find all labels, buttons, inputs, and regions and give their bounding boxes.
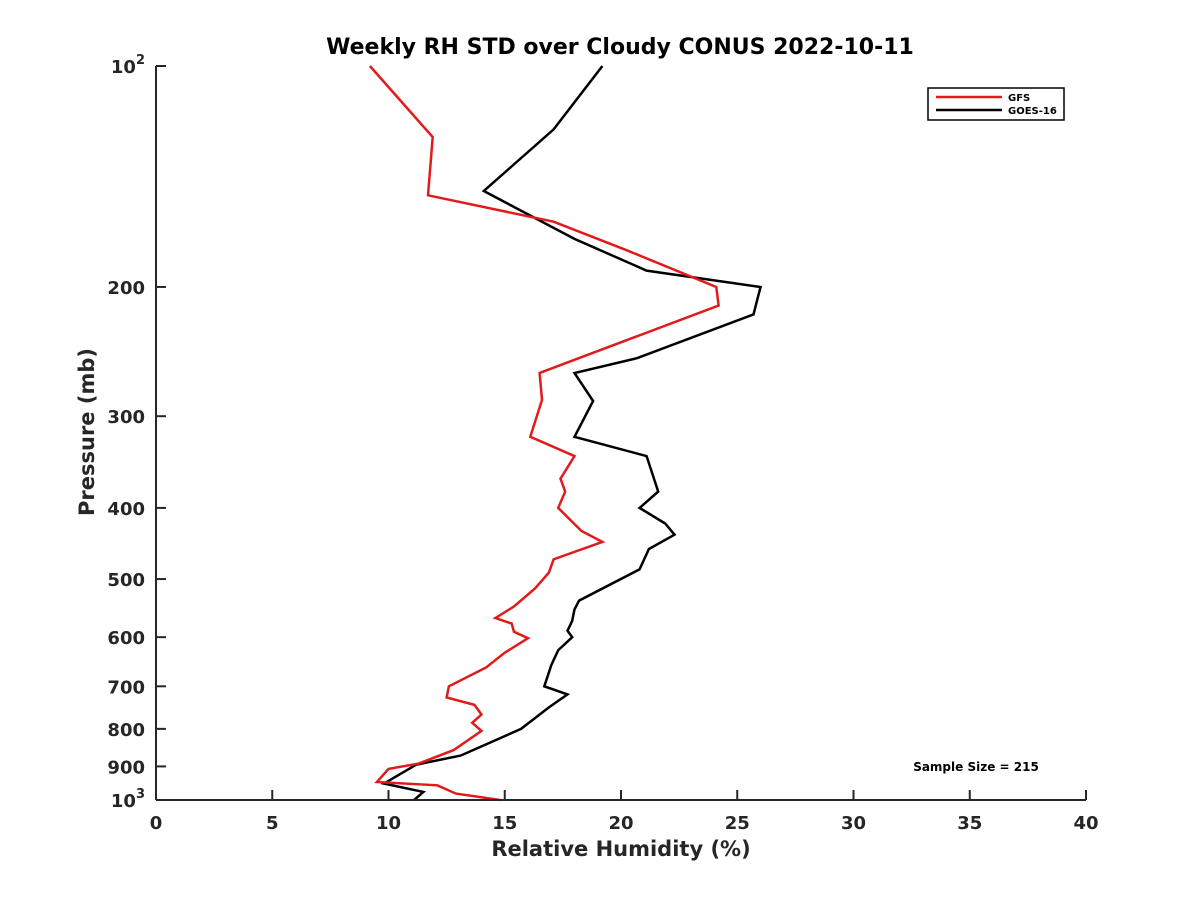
y-tick-label: 600 <box>107 628 145 649</box>
x-tick-label: 35 <box>957 813 982 834</box>
x-tick-label: 30 <box>841 813 866 834</box>
y-tick-label: 900 <box>107 757 145 778</box>
y-tick-label: 200 <box>107 278 145 299</box>
y-tick-base: 10 <box>111 57 136 78</box>
x-tick-label: 20 <box>608 813 633 834</box>
series-line-goes-16 <box>380 65 763 801</box>
x-axis-label: Relative Humidity (%) <box>491 837 750 861</box>
x-tick-label: 40 <box>1073 813 1098 834</box>
y-tick-label: 103 <box>111 787 145 812</box>
y-tick-label: 500 <box>107 570 145 591</box>
series-line-gfs <box>368 65 720 802</box>
x-tick-label: 5 <box>266 813 279 834</box>
y-tick-label: 800 <box>107 720 145 741</box>
y-tick-exponent: 2 <box>136 53 145 68</box>
x-tick-label: 0 <box>150 813 163 834</box>
x-tick-label: 25 <box>725 813 750 834</box>
legend-box <box>927 87 1065 121</box>
y-tick-exponent: 3 <box>136 787 145 802</box>
y-tick-label: 300 <box>107 407 145 428</box>
y-tick-base: 10 <box>111 791 136 812</box>
x-tick-label: 10 <box>376 813 401 834</box>
y-tick-label: 102 <box>111 53 145 78</box>
legend-label: GFS <box>1008 93 1030 104</box>
y-tick-label: 700 <box>107 677 145 698</box>
legend-label: GOES-16 <box>1008 106 1057 117</box>
y-tick-label: 400 <box>107 499 145 520</box>
x-tick-label: 15 <box>492 813 517 834</box>
x-axis: 0 5 10 15 20 25 30 35 40 <box>150 790 1099 834</box>
plot-area <box>368 65 763 802</box>
sample-size-annotation: Sample Size = 215 <box>913 760 1039 774</box>
legend: GFS GOES-16 <box>927 87 1065 121</box>
y-axis-label: Pressure (mb) <box>75 348 99 516</box>
chart-title: Weekly RH STD over Cloudy CONUS 2022-10-… <box>326 35 914 60</box>
